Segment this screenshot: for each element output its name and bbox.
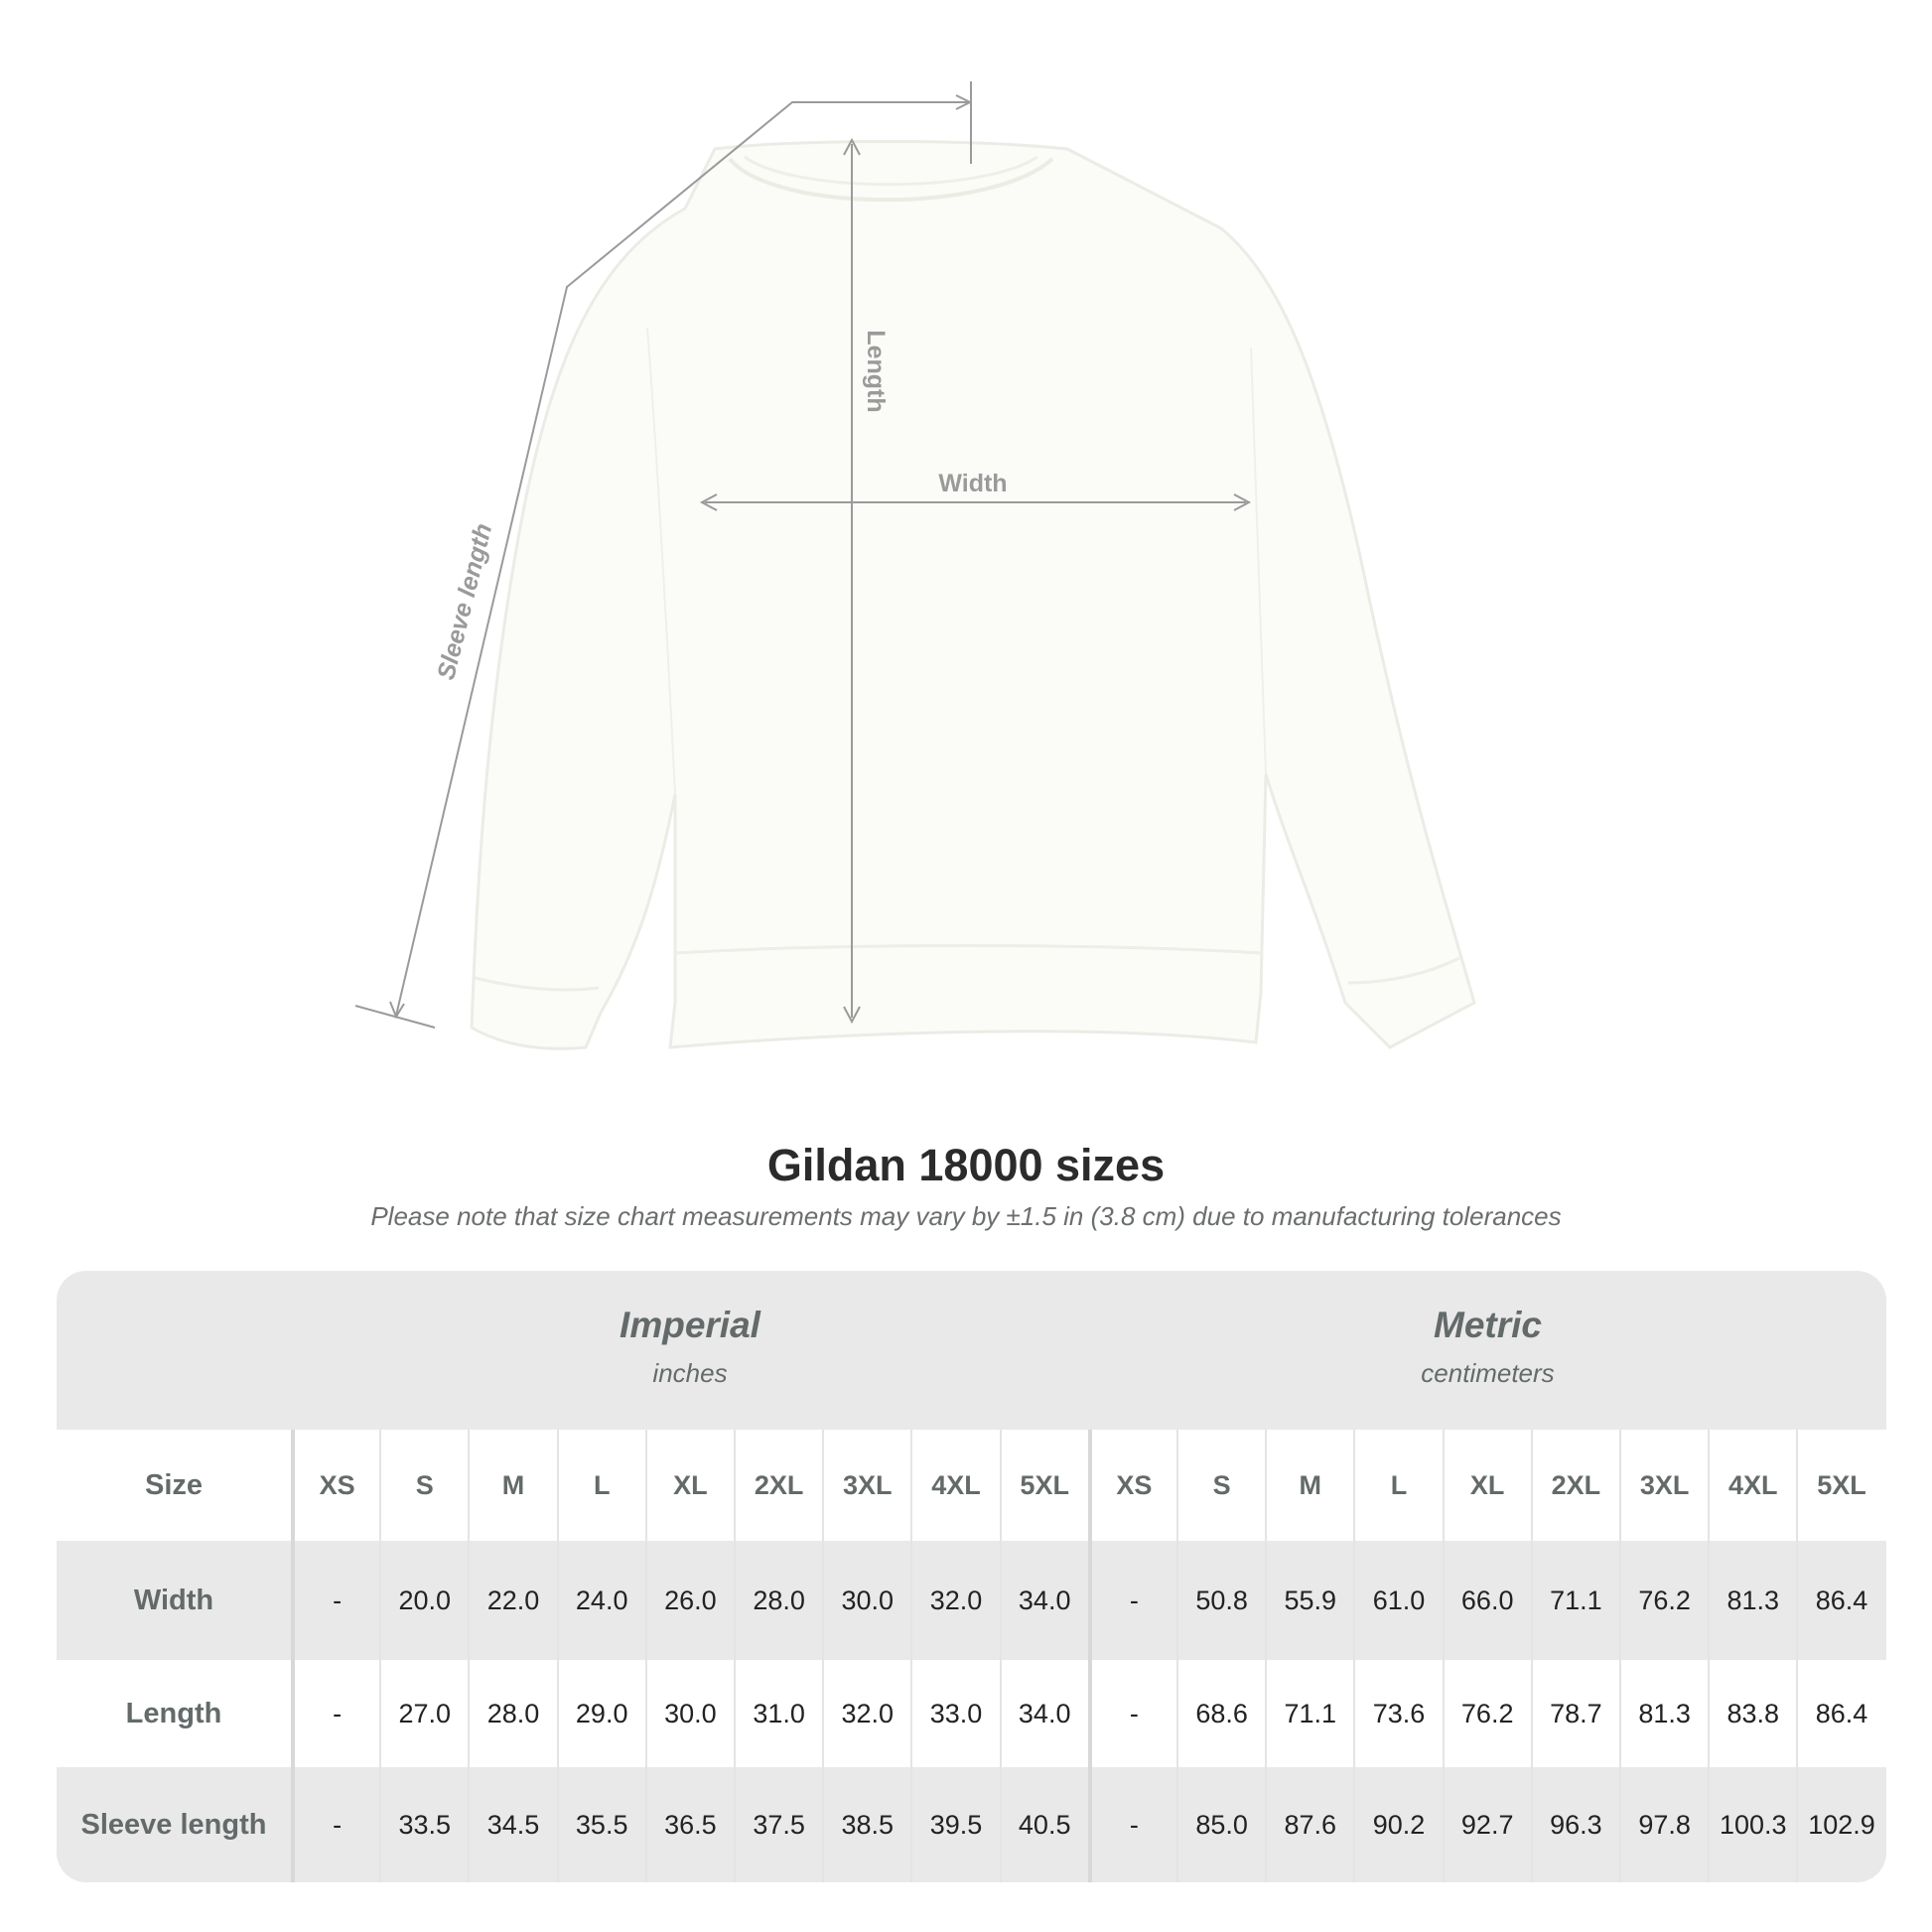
length-label: Length: [862, 330, 890, 412]
imperial-value-cell: 20.0: [379, 1541, 468, 1660]
imperial-value-cell: -: [291, 1767, 379, 1882]
table-row: Width -20.0 22.0 24.0 26.0 28.0 30.0 32.0 34.0-5…: [57, 1541, 1886, 1660]
measurement-lines: [354, 81, 1252, 1029]
row-label: Size: [144, 1468, 204, 1501]
metric-value-cell: 71.1: [1265, 1660, 1353, 1767]
metric-value-cell: 71.1: [1530, 1541, 1619, 1660]
metric-value-cell: 68.6: [1176, 1660, 1265, 1767]
metric-value-cell: 81.3: [1708, 1541, 1796, 1660]
imperial-value-cell: 34.5: [468, 1767, 556, 1882]
metric-value-cell: 61.0: [1353, 1541, 1442, 1660]
imperial-value-cell: 29.0: [556, 1660, 645, 1767]
metric-value-cell: 92.7: [1442, 1767, 1531, 1882]
size-header-row: Size XS S M L XL 2XL 3XL 4XL 5XL XS S M L XL 2XL 3XL 4XL 5…: [57, 1430, 1886, 1541]
imperial-value-cell: 30.0: [644, 1660, 734, 1767]
metric-value-cell: 100.3: [1708, 1767, 1796, 1882]
size-header-cell: L: [556, 1430, 645, 1541]
imperial-value-cell: 31.0: [734, 1660, 822, 1767]
metric-value-cell: -: [1087, 1660, 1176, 1767]
metric-value-cell: 81.3: [1619, 1660, 1708, 1767]
metric-value-cell: 83.8: [1708, 1660, 1796, 1767]
size-header-cell: XL: [644, 1430, 734, 1541]
size-header-cell: 5XL: [999, 1430, 1088, 1541]
row-label: Sleeve length: [80, 1808, 267, 1841]
imperial-value-cell: 34.0: [999, 1660, 1088, 1767]
size-header-cell: L: [1353, 1430, 1442, 1541]
size-header-cell: XS: [291, 1430, 379, 1541]
metric-value-cell: 87.6: [1265, 1767, 1353, 1882]
imperial-value-cell: -: [291, 1541, 379, 1660]
imperial-header: Imperial inches: [291, 1271, 1089, 1430]
metric-value-cell: 86.4: [1796, 1660, 1884, 1767]
metric-title: Metric: [1434, 1305, 1542, 1345]
metric-header: Metric centimeters: [1089, 1271, 1886, 1430]
size-header-cell: 3XL: [822, 1430, 910, 1541]
imperial-value-cell: 24.0: [556, 1541, 645, 1660]
sweatshirt-image: [470, 140, 1476, 1050]
size-header-cell: M: [1265, 1430, 1353, 1541]
size-header-cell: XS: [1087, 1430, 1176, 1541]
metric-value-cell: 76.2: [1442, 1660, 1531, 1767]
imperial-value-cell: 26.0: [644, 1541, 734, 1660]
row-label: Length: [125, 1697, 222, 1729]
imperial-value-cell: 39.5: [910, 1767, 999, 1882]
size-header-cell: S: [1176, 1430, 1265, 1541]
width-label: Width: [938, 470, 1007, 497]
metric-value-cell: 66.0: [1442, 1541, 1531, 1660]
imperial-title: Imperial: [620, 1305, 760, 1345]
size-header-cell: 4XL: [1708, 1430, 1796, 1541]
size-header-cell: XL: [1442, 1430, 1531, 1541]
metric-value-cell: 97.8: [1619, 1767, 1708, 1882]
imperial-value-cell: 36.5: [644, 1767, 734, 1882]
imperial-value-cell: 22.0: [468, 1541, 556, 1660]
metric-value-cell: 85.0: [1176, 1767, 1265, 1882]
imperial-value-cell: 28.0: [468, 1660, 556, 1767]
size-header-cell: 2XL: [1530, 1430, 1619, 1541]
metric-unit: centimeters: [1421, 1358, 1555, 1388]
imperial-value-cell: 32.0: [910, 1541, 999, 1660]
metric-value-cell: 76.2: [1619, 1541, 1708, 1660]
metric-value-cell: 50.8: [1176, 1541, 1265, 1660]
metric-value-cell: 73.6: [1353, 1660, 1442, 1767]
size-chart-table: Imperial inches Metric centimeters Size X…: [57, 1271, 1886, 1882]
metric-value-cell: 55.9: [1265, 1541, 1353, 1660]
metric-value-cell: 86.4: [1796, 1541, 1884, 1660]
imperial-value-cell: 33.0: [910, 1660, 999, 1767]
table-row: Length -27.0 28.0 29.0 30.0 31.0 32.0 33.0 34.0-…: [57, 1660, 1886, 1767]
table-row: Sleeve length -33.5 34.5 35.5 36.5 37.5 38.5 39…: [57, 1767, 1886, 1882]
size-header-cell: M: [468, 1430, 556, 1541]
imperial-value-cell: 33.5: [379, 1767, 468, 1882]
metric-value-cell: -: [1087, 1541, 1176, 1660]
sweatshirt-diagram: Length Width Sleeve length: [354, 81, 1476, 1050]
size-header-cell: 5XL: [1796, 1430, 1884, 1541]
size-header-cell: S: [379, 1430, 468, 1541]
imperial-value-cell: 28.0: [734, 1541, 822, 1660]
metric-value-cell: 90.2: [1353, 1767, 1442, 1882]
sleeve-arrow: [395, 101, 968, 1017]
size-header-cell: 3XL: [1619, 1430, 1708, 1541]
imperial-value-cell: 30.0: [822, 1541, 910, 1660]
page-title: Gildan 18000 sizes: [766, 1140, 1166, 1190]
imperial-value-cell: -: [291, 1660, 379, 1767]
imperial-value-cell: 35.5: [556, 1767, 645, 1882]
sleeve-length-label: Sleeve length: [432, 520, 497, 682]
size-header-cell: 2XL: [734, 1430, 822, 1541]
imperial-value-cell: 40.5: [999, 1767, 1088, 1882]
imperial-value-cell: 37.5: [734, 1767, 822, 1882]
imperial-unit: inches: [652, 1358, 728, 1388]
metric-value-cell: -: [1087, 1767, 1176, 1882]
imperial-value-cell: 32.0: [822, 1660, 910, 1767]
metric-value-cell: 96.3: [1530, 1767, 1619, 1882]
size-header-cell: 4XL: [910, 1430, 999, 1541]
imperial-value-cell: 38.5: [822, 1767, 910, 1882]
tolerance-note: Please note that size chart measurements…: [370, 1201, 1562, 1231]
metric-value-cell: 78.7: [1530, 1660, 1619, 1767]
metric-value-cell: 102.9: [1796, 1767, 1884, 1882]
imperial-value-cell: 27.0: [379, 1660, 468, 1767]
row-label: Width: [133, 1584, 214, 1616]
imperial-value-cell: 34.0: [999, 1541, 1088, 1660]
